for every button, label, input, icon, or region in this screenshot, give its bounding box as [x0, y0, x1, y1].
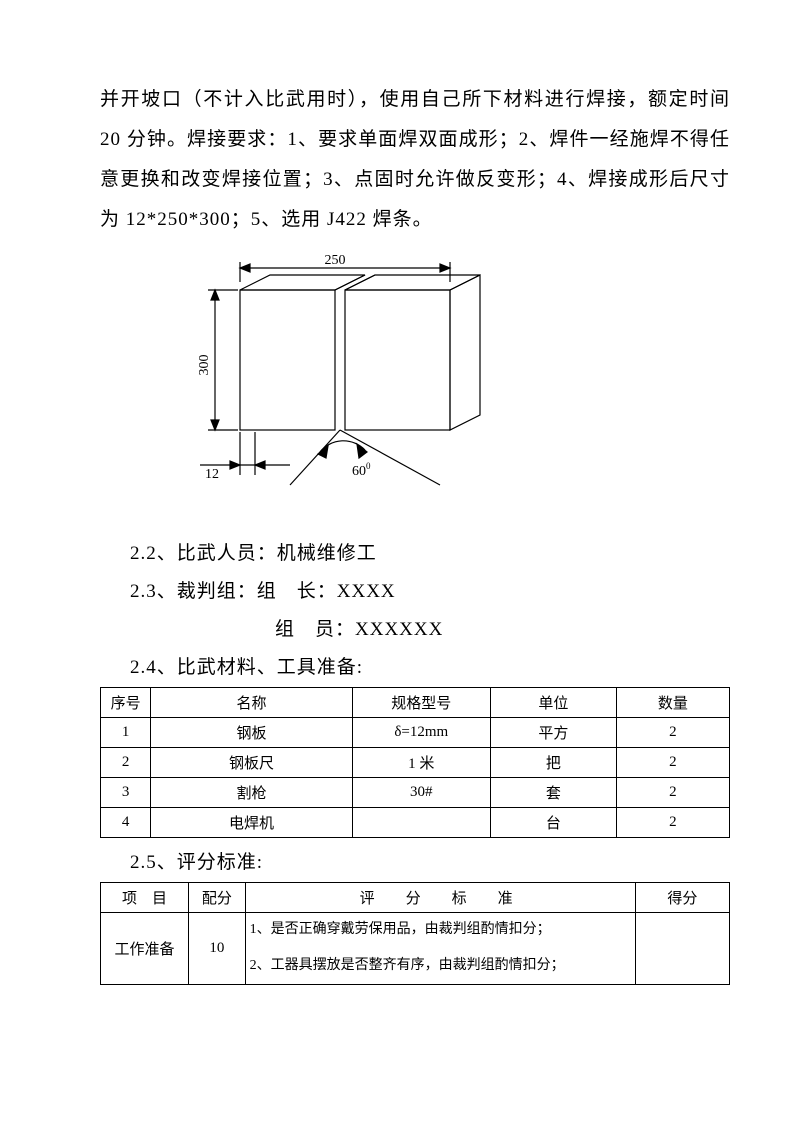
th: 项 目 [101, 882, 189, 912]
line-22: 2.2、比武人员：机械维修工 [130, 535, 730, 573]
scoring-table: 项 目 配分 评 分 标 准 得分 工作准备 10 1、是否正确穿戴劳保用品，由… [100, 882, 730, 985]
dim-thickness: 12 [205, 467, 219, 482]
table-row: 项 目 配分 评 分 标 准 得分 [101, 882, 730, 912]
table-row: 工作准备 10 1、是否正确穿戴劳保用品，由裁判组酌情扣分； 2、工器具摆放是否… [101, 912, 730, 984]
line-23b: 组 员：XXXXXX [275, 611, 730, 649]
intro-paragraph: 并开坡口（不计入比武用时），使用自己所下材料进行焊接，额定时间 20 分钟。焊接… [100, 80, 730, 240]
th: 配分 [189, 882, 246, 912]
dim-top: 250 [325, 253, 346, 268]
dim-left: 300 [197, 354, 212, 375]
line-23: 2.3、裁判组：组 长：XXXX [130, 573, 730, 611]
materials-table: 序号 名称 规格型号 单位 数量 1钢板δ=12mm平方2 2钢板尺1 米把2 … [100, 687, 730, 838]
table-row: 1钢板δ=12mm平方2 [101, 717, 730, 747]
welding-diagram: 250 300 [160, 250, 730, 515]
th: 评 分 标 准 [245, 882, 635, 912]
dim-angle: 600 [352, 461, 371, 479]
th: 序号 [101, 687, 151, 717]
th: 数量 [616, 687, 729, 717]
table-row: 3割枪30#套2 [101, 777, 730, 807]
th: 得分 [635, 882, 729, 912]
line-24: 2.4、比武材料、工具准备: [130, 649, 730, 687]
line-25: 2.5、评分标准: [130, 844, 730, 882]
th: 名称 [151, 687, 352, 717]
th: 规格型号 [352, 687, 490, 717]
criteria-cell: 1、是否正确穿戴劳保用品，由裁判组酌情扣分； 2、工器具摆放是否整齐有序，由裁判… [245, 912, 635, 984]
th: 单位 [490, 687, 616, 717]
table-row: 4电焊机台2 [101, 807, 730, 837]
table-row: 序号 名称 规格型号 单位 数量 [101, 687, 730, 717]
table-row: 2钢板尺1 米把2 [101, 747, 730, 777]
